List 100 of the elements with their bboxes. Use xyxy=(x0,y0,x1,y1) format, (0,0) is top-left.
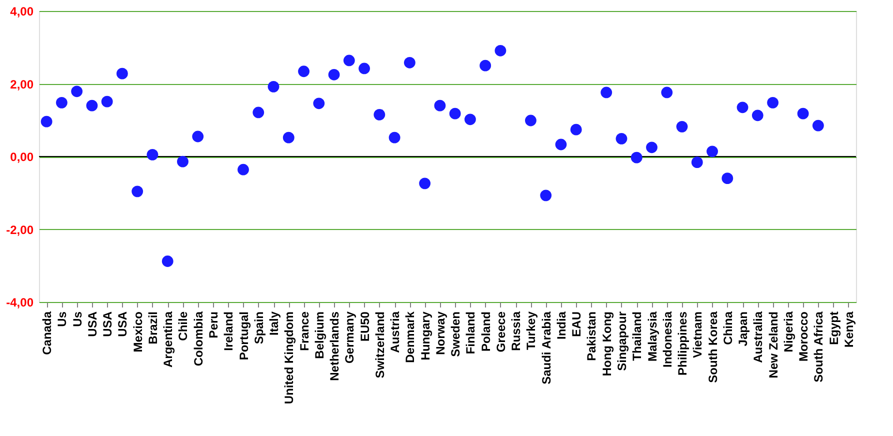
x-tick-label: Japan xyxy=(736,312,750,346)
x-tick-label: Brazil xyxy=(146,312,160,344)
point xyxy=(374,108,386,120)
point xyxy=(268,80,280,92)
x-tick-label: Us xyxy=(55,311,70,327)
x-tick-label: Turkey xyxy=(524,311,538,350)
point xyxy=(86,100,98,112)
x-tick-label: Belgium xyxy=(312,312,326,359)
point xyxy=(404,56,416,68)
x-tick-label: Sweden xyxy=(448,312,463,357)
point xyxy=(419,178,431,190)
point xyxy=(797,108,809,120)
x-tick-label: Us xyxy=(70,311,84,327)
x-tick-label: Colombia xyxy=(191,311,206,366)
x-tick-label: Kenya xyxy=(842,311,856,348)
point xyxy=(71,86,83,98)
x-tick-label: Pakistan xyxy=(584,312,599,361)
point xyxy=(177,156,188,168)
y-tick-label: 0,00 xyxy=(10,150,34,164)
point xyxy=(298,66,310,78)
point xyxy=(116,68,128,80)
point xyxy=(252,106,264,118)
point xyxy=(812,120,824,132)
point xyxy=(494,44,506,56)
point xyxy=(525,114,536,126)
x-tick-label: France xyxy=(297,311,312,351)
point xyxy=(570,124,582,136)
x-tick-label: India xyxy=(554,311,568,340)
point xyxy=(282,132,294,144)
point xyxy=(238,164,249,176)
x-tick-label: New Zeland xyxy=(766,312,780,378)
point xyxy=(464,114,476,126)
x-tick-label: Philippines xyxy=(676,311,690,376)
point xyxy=(600,86,612,98)
x-tick-label: USA xyxy=(116,311,130,337)
point xyxy=(722,172,734,184)
x-tick-label: Chile xyxy=(176,311,190,341)
point xyxy=(328,68,340,80)
point xyxy=(162,256,174,267)
point xyxy=(646,142,658,154)
x-tick-label: Ireland xyxy=(222,312,236,351)
x-tick-label: Mexico xyxy=(130,312,145,352)
x-tick-label: Malaysia xyxy=(645,311,660,362)
point xyxy=(691,156,703,168)
x-tick-label: Germany xyxy=(342,311,357,364)
point xyxy=(676,120,688,132)
y-tick-label: 2,00 xyxy=(10,77,34,92)
x-tick-label: Singapour xyxy=(614,311,629,371)
point xyxy=(630,152,642,164)
x-tick-label: Austria xyxy=(388,311,402,353)
x-tick-label: EU50 xyxy=(358,311,372,342)
x-tick-label: Vietnam xyxy=(690,312,705,358)
x-tick-label: South Korea xyxy=(706,311,720,383)
point xyxy=(101,96,113,108)
x-tick-label: Argentina xyxy=(161,311,176,368)
x-tick-label: Peru xyxy=(206,312,220,338)
x-tick-label: Egypt xyxy=(826,312,841,345)
point xyxy=(313,98,325,110)
x-tick-label: Netherlands xyxy=(328,311,342,381)
point xyxy=(132,186,144,198)
x-tick-label: USA xyxy=(85,311,100,337)
x-tick-label: Denmark xyxy=(403,311,418,363)
point xyxy=(434,100,446,112)
point xyxy=(56,96,68,108)
point xyxy=(449,108,461,120)
x-tick-label: Indonesia xyxy=(660,311,674,368)
x-tick-label: Italy xyxy=(267,311,282,336)
x-tick-label: Norway xyxy=(433,311,448,355)
x-tick-label: United Kingdom xyxy=(282,312,296,404)
x-tick-label: Hong Kong xyxy=(600,312,614,376)
x-tick-label: Russia xyxy=(509,311,524,351)
x-tick-label: Finland xyxy=(464,312,478,354)
point xyxy=(555,138,567,150)
x-tick-label: Greece xyxy=(494,311,508,352)
point xyxy=(192,130,204,142)
point xyxy=(343,54,355,66)
y-tick-label: -2,00 xyxy=(6,222,34,237)
x-tick-label: Thailand xyxy=(630,312,644,361)
point xyxy=(661,86,673,98)
point xyxy=(616,132,628,144)
x-tick-label: EAU xyxy=(570,312,584,337)
y-tick-label: 4,00 xyxy=(10,4,34,18)
x-tick-label: Canada xyxy=(40,311,54,355)
point xyxy=(706,146,718,158)
point xyxy=(146,148,158,160)
point xyxy=(388,132,400,144)
point xyxy=(540,190,552,202)
x-tick-label: Nigeria xyxy=(781,311,796,352)
x-tick-label: Poland xyxy=(478,312,493,352)
x-tick-label: USA xyxy=(100,311,115,337)
x-tick-label: South Africa xyxy=(812,311,826,382)
point xyxy=(736,102,748,114)
x-tick-label: Morocco xyxy=(796,312,811,362)
x-tick-label: Portugal xyxy=(236,312,251,360)
point xyxy=(40,116,52,128)
x-tick-label: Australia xyxy=(751,311,766,363)
x-tick-label: Switzerland xyxy=(372,312,387,378)
x-tick-label: China xyxy=(720,311,735,345)
point xyxy=(767,96,778,108)
point xyxy=(480,60,492,72)
